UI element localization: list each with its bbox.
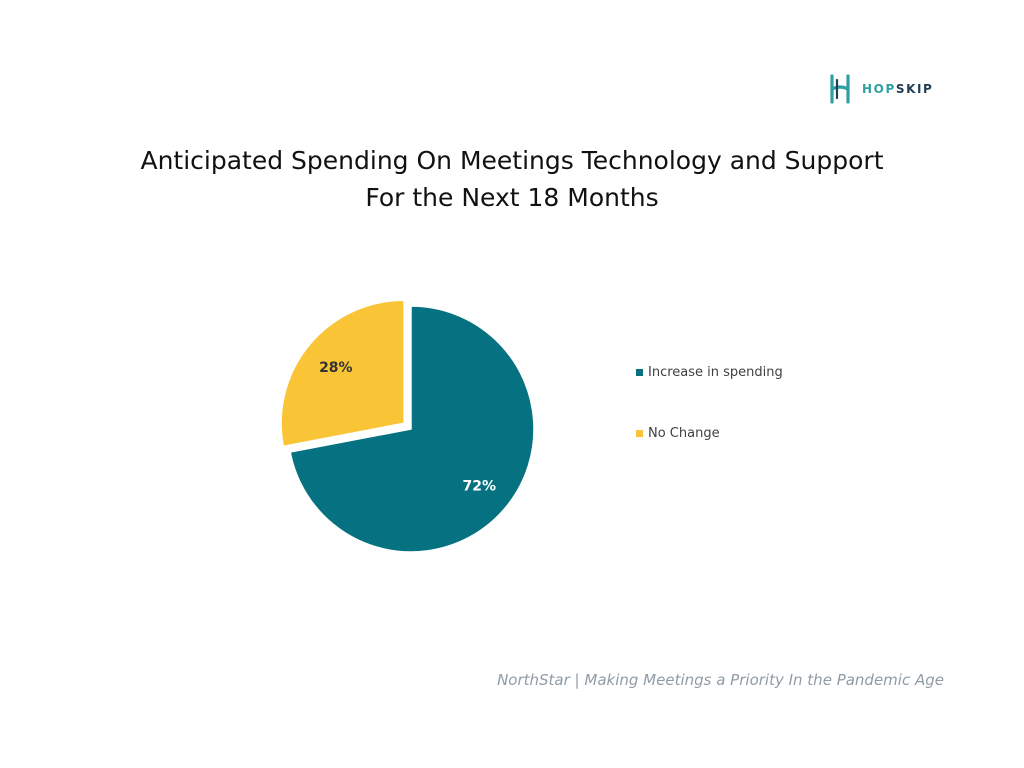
hopskip-h-icon bbox=[830, 74, 850, 104]
legend-swatch-1 bbox=[636, 430, 643, 437]
pie-slice-increase-in-spending bbox=[289, 305, 535, 553]
chart-title: Anticipated Spending On Meetings Technol… bbox=[0, 142, 1024, 216]
brand-name: HOPSKIP bbox=[862, 83, 933, 95]
chart-title-line-2: For the Next 18 Months bbox=[365, 183, 659, 212]
hopskip-logo: HOPSKIP bbox=[828, 73, 933, 105]
legend-swatch-0 bbox=[636, 369, 643, 376]
brand-name-skip: SKIP bbox=[895, 82, 934, 96]
legend-label-1: No Change bbox=[648, 426, 720, 441]
chart-title-line-1: Anticipated Spending On Meetings Technol… bbox=[140, 146, 884, 175]
pie-data-label-1: 28% bbox=[319, 360, 353, 376]
source-caption: NorthStar | Making Meetings a Priority I… bbox=[497, 671, 944, 689]
legend-label-0: Increase in spending bbox=[648, 365, 783, 380]
brand-name-hop: HOP bbox=[862, 82, 896, 96]
pie-slice-no-change bbox=[280, 299, 405, 448]
pie-data-label-0: 72% bbox=[462, 478, 496, 494]
